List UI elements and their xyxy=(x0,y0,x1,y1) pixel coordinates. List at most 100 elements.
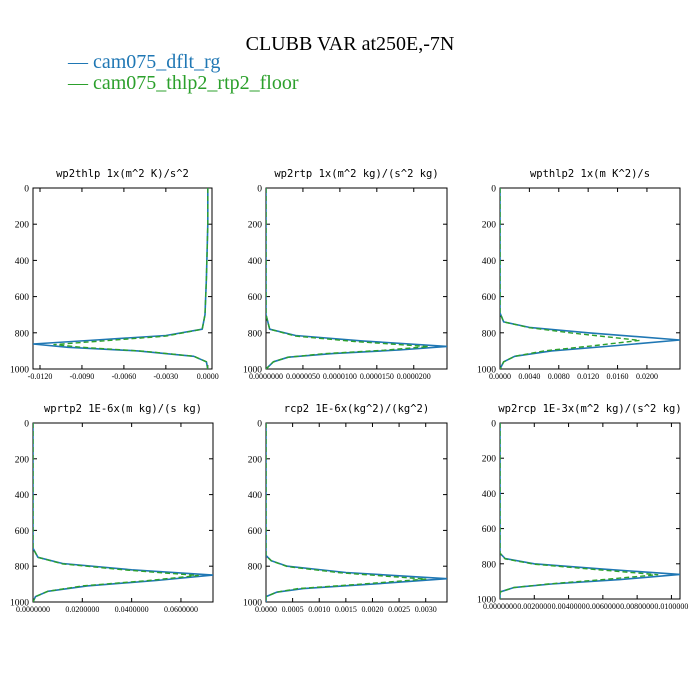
x-tick-label: 0.0000 xyxy=(489,372,511,381)
y-tick-label: 400 xyxy=(248,491,263,501)
y-tick-label: 600 xyxy=(482,525,497,535)
chart-panel-6: wp2rcp 1E-3x(m^2 kg)/(s^2 kg)0 200 400 600 8… xyxy=(477,403,688,611)
legend-label-2: cam075_thlp2_rtp2_floor xyxy=(93,72,299,94)
y-tick-label: 0 xyxy=(257,420,262,430)
legend-label-1: cam075_dflt_rg xyxy=(93,51,220,73)
x-tick-label: 0.0000050 xyxy=(286,372,320,381)
y-tick-label: 400 xyxy=(482,257,497,267)
series-line-2 xyxy=(266,188,430,369)
y-tick-label: 800 xyxy=(248,329,263,339)
plot-frame xyxy=(265,422,448,603)
y-tick-label: 200 xyxy=(482,221,497,231)
y-tick-label: 800 xyxy=(482,560,497,570)
x-tick-label: 0.0160 xyxy=(607,372,629,381)
x-tick-label: 0.0060000 xyxy=(586,602,620,611)
series-line-1 xyxy=(500,423,680,599)
y-tick-label: 200 xyxy=(482,455,497,465)
y-tick-label: 400 xyxy=(15,491,30,501)
series-line-2 xyxy=(500,423,659,599)
y-tick-label: 1000 xyxy=(10,366,29,376)
chart-panel-5: rcp2 1E-6x(kg^2)/(kg^2) 0 200 400 600 800 1000… xyxy=(243,403,448,614)
x-tick-label: 0.0040000 xyxy=(552,602,586,611)
y-tick-label: 400 xyxy=(482,490,497,500)
chart-title: wprtp2 1E-6x(m kg)/(s kg) xyxy=(44,403,202,415)
x-tick-label: -0.0030 xyxy=(154,372,179,381)
x-tick-label: 0.0000150 xyxy=(360,372,394,381)
x-tick-label: 0.0080000 xyxy=(620,602,654,611)
chart-panel-3: wpthlp2 1x(m K^2)/s020040060080010000.00… xyxy=(477,168,681,381)
y-tick-label: 0 xyxy=(24,420,29,430)
chart-title: wp2rtp 1x(m^2 kg)/(s^2 kg) xyxy=(274,168,438,180)
x-tick-label: -0.0090 xyxy=(70,372,95,381)
x-tick-label: 0.0040 xyxy=(518,372,540,381)
chart-panel-1: wp2thlp 1x(m^2 K)/s^202004006008001000-0… xyxy=(10,168,219,381)
chart-title: rcp2 1E-6x(kg^2)/(kg^2) xyxy=(284,403,429,415)
x-tick-label: 0.0020000 xyxy=(517,602,551,611)
y-tick-label: 0 xyxy=(24,185,29,195)
series-line-2 xyxy=(500,188,641,369)
legend-swatch-1: — xyxy=(67,51,93,73)
x-tick-label: 0.0000000 xyxy=(249,372,283,381)
x-tick-label: 0.0000200 xyxy=(397,372,431,381)
y-tick-label: 800 xyxy=(15,563,30,573)
chart-panel-2: wp2rtp 1x(m^2 kg)/(s^2 kg) 0 200 400 600 800 1… xyxy=(243,168,448,381)
y-tick-label: 1000 xyxy=(10,599,29,609)
y-tick-label: 800 xyxy=(482,329,497,339)
legend-entry-1: — cam075_dflt_rg xyxy=(67,51,220,73)
chart-title: wpthlp2 1x(m K^2)/s xyxy=(530,168,650,180)
y-tick-label: 800 xyxy=(15,329,30,339)
legend-entry-2: — cam075_thlp2_rtp2_floor xyxy=(67,72,299,94)
y-tick-label: 200 xyxy=(15,221,30,231)
x-tick-label: 0.0000 xyxy=(197,372,219,381)
y-tick-label: 200 xyxy=(248,221,263,231)
x-tick-label: 0.0015 xyxy=(335,605,357,614)
y-tick-label: 0 xyxy=(257,185,262,195)
y-tick-label: 600 xyxy=(15,527,30,537)
y-tick-label: 0 xyxy=(491,420,496,430)
y-tick-label: 1000 xyxy=(243,366,262,376)
series-line-2 xyxy=(33,423,199,602)
plot-frame xyxy=(32,187,213,370)
x-tick-label: 0.0400000 xyxy=(115,605,149,614)
x-tick-label: 0.0080 xyxy=(548,372,570,381)
y-tick-label: 1000 xyxy=(243,599,262,609)
y-tick-label: 600 xyxy=(248,527,263,537)
y-tick-label: 1000 xyxy=(477,366,496,376)
x-tick-label: 0.0005 xyxy=(282,605,304,614)
chart-panel-4: wprtp2 1E-6x(m kg)/(s kg) 0 200 400 600 800 10… xyxy=(10,403,214,614)
x-tick-label: 0.0020 xyxy=(361,605,383,614)
legend-swatch-2: — xyxy=(67,72,93,94)
series-line-2 xyxy=(266,423,427,602)
y-tick-label: 400 xyxy=(15,257,30,267)
chart-title: wp2rcp 1E-3x(m^2 kg)/(s^2 kg) xyxy=(498,403,681,415)
y-tick-label: 400 xyxy=(248,257,263,267)
series-line-1 xyxy=(266,423,447,602)
x-tick-label: 0.0025 xyxy=(388,605,410,614)
plot-frame xyxy=(32,422,214,603)
x-tick-label: 0.0100000 xyxy=(654,602,688,611)
legend: — cam075_dflt_rg — cam075_thlp2_rtp2_flo… xyxy=(67,51,299,94)
y-tick-label: 600 xyxy=(15,293,30,303)
x-tick-label: 0.0000100 xyxy=(323,372,357,381)
plot-frame xyxy=(265,187,448,370)
x-tick-label: 0.0200 xyxy=(636,372,658,381)
x-tick-label: -0.0120 xyxy=(28,372,53,381)
series-line-1 xyxy=(266,188,447,369)
x-tick-label: -0.0060 xyxy=(112,372,137,381)
series-line-1 xyxy=(500,188,680,369)
figure-title: CLUBB VAR at250E,-7N xyxy=(246,33,455,55)
series-line-1 xyxy=(33,188,209,369)
x-tick-label: 0.0000000 xyxy=(16,605,50,614)
y-tick-label: 600 xyxy=(248,293,263,303)
x-tick-label: 0.0010 xyxy=(308,605,330,614)
series-line-1 xyxy=(33,423,213,602)
x-tick-label: 0.0600000 xyxy=(164,605,198,614)
y-tick-label: 600 xyxy=(482,293,497,303)
x-tick-label: 0.0120 xyxy=(577,372,599,381)
y-tick-label: 800 xyxy=(248,563,263,573)
y-tick-label: 1000 xyxy=(477,596,496,606)
x-tick-label: 0.0000 xyxy=(255,605,277,614)
chart-title: wp2thlp 1x(m^2 K)/s^2 xyxy=(56,168,189,180)
series-line-2 xyxy=(53,188,209,369)
